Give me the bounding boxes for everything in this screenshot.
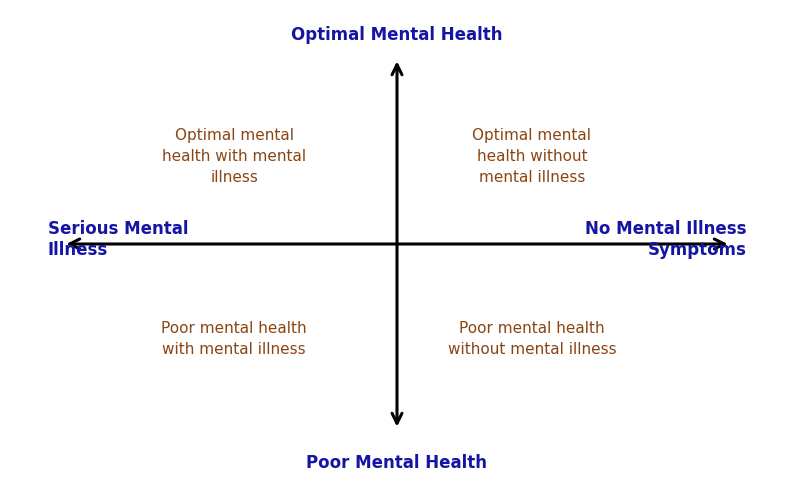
Text: Poor mental health
with mental illness: Poor mental health with mental illness	[161, 321, 307, 357]
Text: Poor mental health
without mental illness: Poor mental health without mental illnes…	[448, 321, 616, 357]
Text: Optimal Mental Health: Optimal Mental Health	[291, 26, 503, 44]
Text: Optimal mental
health without
mental illness: Optimal mental health without mental ill…	[472, 128, 592, 184]
Text: Serious Mental
Illness: Serious Mental Illness	[48, 220, 188, 259]
Text: Optimal mental
health with mental
illness: Optimal mental health with mental illnes…	[162, 128, 306, 184]
Text: No Mental Illness
Symptoms: No Mental Illness Symptoms	[585, 220, 746, 259]
Text: Poor Mental Health: Poor Mental Health	[306, 454, 488, 472]
